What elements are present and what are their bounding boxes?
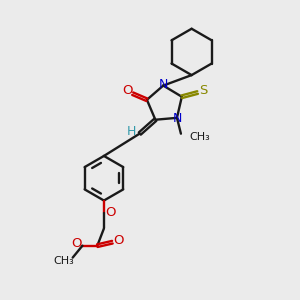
Text: H: H [127,125,136,138]
Text: N: N [172,112,182,125]
Text: CH₃: CH₃ [189,132,210,142]
Text: O: O [113,234,124,247]
Text: O: O [122,84,133,97]
Text: CH₃: CH₃ [53,256,74,266]
Text: O: O [105,206,116,219]
Text: S: S [200,84,208,97]
Text: O: O [71,237,82,250]
Text: N: N [159,78,168,91]
